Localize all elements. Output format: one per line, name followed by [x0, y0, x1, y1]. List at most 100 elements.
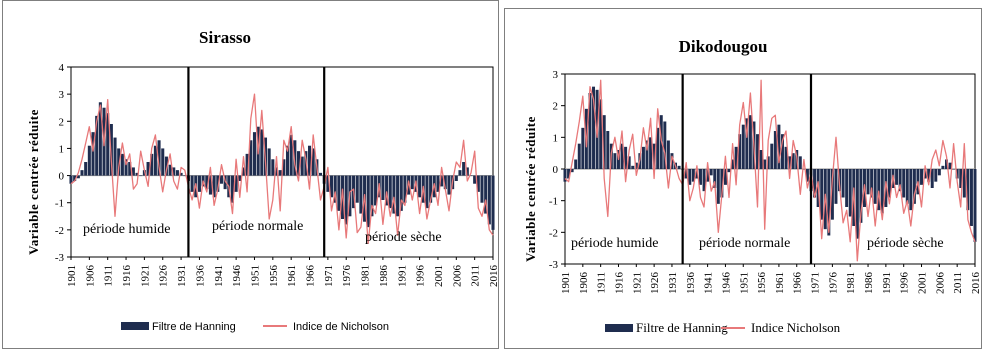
hanning-bar [84, 162, 88, 176]
hanning-bar [948, 162, 952, 169]
hanning-bar [480, 175, 484, 203]
hanning-bar [656, 127, 660, 169]
hanning-bar [570, 169, 574, 173]
period-label: période normale [699, 236, 790, 251]
x-tick-label: 1976 [827, 272, 839, 295]
x-tick-label: 1946 [720, 272, 732, 295]
hanning-bar [723, 169, 727, 185]
x-tick-label: 1911 [103, 265, 115, 287]
hanning-bar [691, 169, 695, 182]
x-tick-label: 2016 [970, 272, 982, 295]
hanning-bar [820, 169, 824, 220]
hanning-bar [344, 175, 348, 225]
legend-label-hanning: Filtre de Hanning [152, 321, 236, 333]
hanning-bar [766, 156, 770, 169]
hanning-bar [443, 175, 447, 190]
hanning-bar [87, 145, 91, 176]
chart-panel-sirasso: Sirasso 4 3 2 1 0 -1 -2 -3 Variable centrée rédui… [2, 0, 500, 349]
y-tick-label: -2 [55, 225, 64, 237]
hanning-bar [887, 169, 891, 198]
period-label: période humide [83, 222, 170, 237]
x-tick-label: 2011 [952, 272, 964, 294]
hanning-bar [80, 170, 84, 176]
hanning-bar [230, 175, 234, 203]
plot-area-frame [70, 66, 494, 258]
x-tick-label: 2011 [470, 265, 482, 287]
x-tick-label: 1971 [810, 272, 822, 294]
x-tick-label: 1961 [286, 265, 298, 287]
legend-label-nicholson: Indice Nicholson [751, 320, 841, 335]
hanning-bar [462, 162, 466, 176]
hanning-bar [476, 175, 480, 192]
hanning-bar [458, 170, 462, 176]
hanning-bar [962, 169, 966, 198]
hanning-bar [271, 159, 275, 176]
x-tick-label: 1926 [649, 272, 661, 295]
hanning-bar [592, 86, 596, 169]
y-tick-label: 0 [59, 171, 65, 183]
hanning-bar [624, 146, 628, 169]
x-tick-label: 1951 [738, 272, 750, 294]
hanning-bar [473, 175, 477, 184]
hanning-bar [153, 145, 157, 176]
hanning-bar [763, 159, 767, 169]
x-tick-label: 1941 [703, 272, 715, 294]
x-tick-label: 1901 [560, 272, 572, 294]
hanning-bar [403, 175, 407, 203]
x-tick-label: 1921 [139, 265, 151, 287]
hanning-bar [392, 175, 396, 214]
x-tick-label: 1936 [685, 272, 697, 295]
hanning-bar [909, 169, 913, 211]
hanning-bar [898, 169, 902, 192]
hanning-bar [756, 134, 760, 169]
hanning-bar [216, 175, 220, 192]
hanning-bar [663, 121, 667, 169]
period-label: période normale [212, 219, 303, 234]
hanning-bar [296, 151, 301, 176]
hanning-bar [581, 127, 585, 169]
hanning-bar [845, 169, 849, 207]
chart-title: Sirasso [199, 28, 251, 47]
hanning-bar [359, 175, 363, 214]
hanning-bar [716, 169, 720, 204]
x-tick-label: 1986 [863, 272, 875, 295]
x-tick-label: 1966 [792, 272, 804, 295]
hanning-bar [234, 175, 238, 192]
y-tick-label: -1 [549, 196, 558, 208]
x-tick-label: 1931 [667, 272, 679, 294]
hanning-bar [197, 175, 201, 192]
hanning-bar [734, 146, 738, 169]
hanning-bar [381, 175, 385, 200]
hanning-bar [952, 169, 956, 170]
hanning-bar [260, 129, 264, 176]
hanning-bar [249, 140, 253, 176]
x-tick-label: 1976 [341, 265, 353, 288]
hanning-bar [454, 175, 458, 181]
hanning-bar [895, 169, 899, 185]
hanning-bar [973, 169, 977, 242]
hanning-bar [666, 140, 670, 169]
y-tick-label: -3 [55, 252, 65, 264]
x-tick-label: 1956 [268, 265, 280, 288]
hanning-bar [447, 175, 451, 195]
y-tick-label: -2 [549, 227, 558, 239]
hanning-bar [930, 169, 934, 188]
hanning-bar [684, 169, 688, 179]
hanning-bar [741, 124, 745, 169]
hanning-bar [606, 131, 610, 169]
hanning-bar [727, 169, 731, 173]
hanning-bar [955, 169, 959, 179]
y-tick-label: 3 [59, 89, 65, 101]
hanning-bar [311, 148, 315, 176]
hanning-bar [702, 169, 706, 192]
hanning-bar [307, 145, 312, 176]
hanning-bar [652, 143, 656, 169]
hanning-bar [574, 159, 578, 169]
hanning-bar [966, 169, 970, 211]
hanning-bar [333, 175, 337, 203]
hanning-bar [388, 175, 392, 209]
y-tick-label: -1 [55, 198, 64, 210]
hanning-bar [745, 118, 749, 169]
x-tick-label: 1926 [158, 265, 170, 288]
hanning-bar [396, 175, 400, 217]
